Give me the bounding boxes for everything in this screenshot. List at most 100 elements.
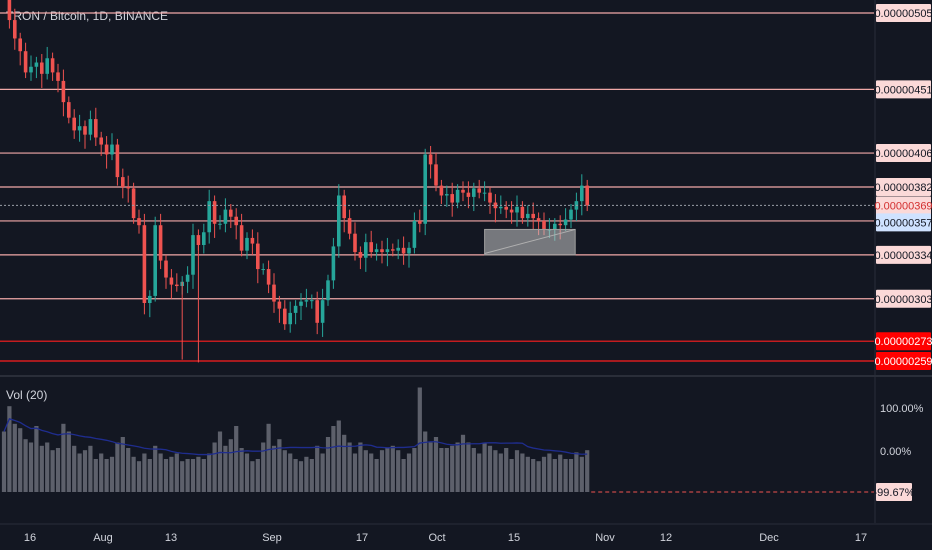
volume-bar[interactable] [250, 461, 255, 492]
bear-candle[interactable] [256, 243, 260, 270]
bull-candle[interactable] [374, 249, 379, 253]
bear-candle[interactable] [450, 194, 454, 203]
bear-candle[interactable] [131, 188, 136, 219]
volume-bar[interactable] [120, 437, 125, 492]
volume-bar[interactable] [115, 442, 120, 493]
bear-candle[interactable] [531, 213, 535, 219]
volume-bar[interactable] [320, 453, 325, 493]
volume-bar[interactable] [282, 450, 287, 492]
bear-candle[interactable] [234, 216, 238, 226]
volume-bar[interactable] [525, 456, 530, 492]
bear-candle[interactable] [61, 80, 66, 103]
bear-candle[interactable] [283, 308, 287, 325]
volume-bar[interactable] [34, 426, 39, 492]
volume-bar[interactable] [482, 442, 487, 493]
volume-bar[interactable] [401, 459, 406, 492]
bull-candle[interactable] [326, 280, 330, 301]
volume-bar[interactable] [563, 459, 568, 492]
bear-candle[interactable] [428, 154, 433, 165]
bear-candle[interactable] [23, 51, 28, 73]
bear-candle[interactable] [115, 144, 120, 178]
volume-bar[interactable] [28, 442, 34, 493]
volume-bar[interactable] [1, 431, 7, 493]
volume-bar[interactable] [104, 459, 109, 492]
bear-candle[interactable] [585, 185, 589, 206]
bear-candle[interactable] [358, 252, 363, 258]
bear-candle[interactable] [56, 72, 60, 81]
volume-bar[interactable] [298, 461, 304, 492]
volume-bar[interactable] [18, 428, 23, 492]
volume-bar[interactable] [136, 461, 142, 492]
bull-candle[interactable] [207, 201, 211, 233]
volume-bar[interactable] [315, 445, 320, 492]
volume-bar[interactable] [428, 442, 433, 493]
volume-bar[interactable] [196, 456, 201, 492]
bull-candle[interactable] [472, 188, 476, 197]
bear-candle[interactable] [418, 220, 422, 224]
bear-candle[interactable] [121, 177, 125, 187]
volume-bar[interactable] [131, 456, 136, 492]
bear-candle[interactable] [369, 242, 373, 253]
bear-candle[interactable] [401, 247, 406, 254]
volume-bar[interactable] [217, 431, 223, 493]
bull-candle[interactable] [88, 119, 93, 135]
volume-bar[interactable] [244, 453, 250, 493]
volume-bar[interactable] [363, 450, 368, 492]
bear-candle[interactable] [212, 201, 217, 224]
volume-bar[interactable] [444, 448, 449, 492]
volume-bar[interactable] [574, 452, 579, 492]
volume-bar[interactable] [72, 445, 77, 492]
bear-candle[interactable] [439, 185, 444, 196]
volume-bar[interactable] [369, 453, 374, 493]
bull-candle[interactable] [310, 300, 314, 302]
volume-bar[interactable] [126, 448, 131, 492]
bull-candle[interactable] [320, 300, 325, 323]
bull-candle[interactable] [153, 225, 157, 296]
bear-candle[interactable] [347, 218, 352, 234]
volume-bar[interactable] [147, 459, 152, 492]
bear-candle[interactable] [142, 225, 147, 303]
bear-candle[interactable] [342, 195, 346, 219]
bull-candle[interactable] [110, 144, 114, 155]
volume-bar[interactable] [466, 442, 471, 493]
volume-bar[interactable] [347, 442, 352, 493]
volume-bar[interactable] [396, 450, 401, 492]
bear-candle[interactable] [99, 137, 103, 145]
volume-bar[interactable] [223, 445, 228, 492]
volume-bar[interactable] [504, 448, 509, 492]
volume-bar[interactable] [277, 439, 282, 492]
bear-candle[interactable] [380, 249, 384, 253]
volume-bar[interactable] [439, 448, 444, 492]
volume-bar[interactable] [50, 450, 55, 492]
volume-bar[interactable] [158, 453, 163, 493]
volume-bar[interactable] [509, 459, 514, 492]
volume-bar[interactable] [433, 437, 439, 492]
volume-bar[interactable] [261, 442, 266, 493]
volume-bar[interactable] [66, 431, 71, 493]
volume-bar[interactable] [460, 434, 466, 492]
volume-bar[interactable] [331, 426, 336, 492]
volume-bar[interactable] [288, 453, 293, 493]
bull-candle[interactable] [569, 209, 573, 220]
bull-candle[interactable] [245, 237, 249, 251]
volume-bar[interactable] [390, 445, 395, 492]
volume-bar[interactable] [531, 459, 536, 492]
volume-bar[interactable] [379, 450, 385, 492]
bear-candle[interactable] [504, 206, 508, 210]
bull-candle[interactable] [412, 220, 417, 248]
bull-candle[interactable] [396, 247, 400, 251]
bull-candle[interactable] [29, 66, 33, 73]
bear-candle[interactable] [67, 102, 71, 118]
bear-candle[interactable] [175, 284, 179, 287]
drawn-trend-line[interactable] [484, 228, 576, 254]
bear-candle[interactable] [558, 223, 562, 226]
bear-candle[interactable] [520, 206, 525, 219]
volume-bar[interactable] [309, 459, 314, 492]
bear-candle[interactable] [40, 62, 44, 74]
bear-candle[interactable] [18, 38, 22, 52]
bull-candle[interactable] [218, 223, 222, 225]
volume-bar[interactable] [12, 423, 17, 492]
bull-candle[interactable] [482, 192, 487, 194]
volume-bar[interactable] [325, 437, 331, 492]
volume-bar[interactable] [180, 461, 185, 492]
